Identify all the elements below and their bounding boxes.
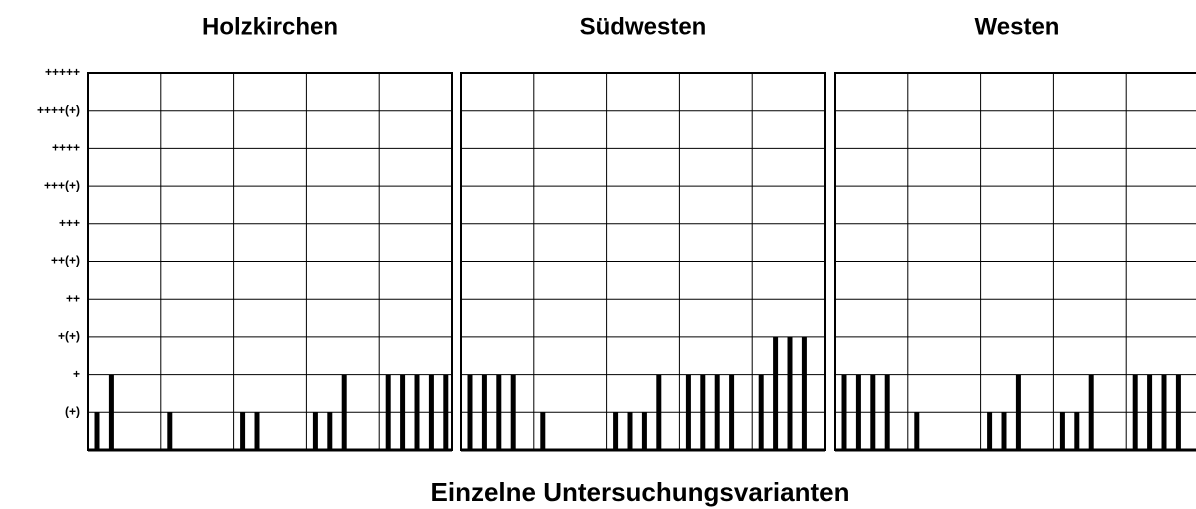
bar	[841, 374, 847, 450]
bar	[1147, 374, 1153, 450]
bar	[327, 412, 333, 450]
bar	[700, 374, 706, 450]
y-tick-label: ++++	[52, 141, 80, 155]
bar	[467, 374, 473, 450]
y-tick-label: (+)	[65, 404, 80, 418]
bar	[855, 374, 861, 450]
bar	[714, 374, 720, 450]
bar	[400, 374, 406, 450]
bar	[1132, 374, 1138, 450]
bar	[1088, 374, 1094, 450]
y-tick-label: +	[73, 367, 80, 381]
bar	[414, 374, 420, 450]
bar	[613, 412, 619, 450]
bar	[729, 374, 735, 450]
y-tick-label: +++	[59, 216, 80, 230]
bar	[385, 374, 391, 450]
bar	[94, 412, 100, 450]
y-tick-label: ++(+)	[51, 254, 80, 268]
bar	[167, 412, 173, 450]
y-tick-label: ++	[66, 291, 80, 305]
y-tick-label: +(+)	[58, 329, 80, 343]
bar	[801, 336, 807, 450]
bar	[627, 412, 633, 450]
bar	[1059, 412, 1065, 450]
bar	[870, 374, 876, 450]
panel-title: Westen	[975, 13, 1060, 40]
bar	[1074, 412, 1080, 450]
bar	[496, 374, 502, 450]
y-tick-label: ++++(+)	[37, 103, 80, 117]
bar	[108, 374, 114, 450]
bar	[510, 374, 516, 450]
bar	[254, 412, 260, 450]
bar	[641, 412, 647, 450]
bar	[1001, 412, 1007, 450]
panel-title: Südwesten	[580, 13, 707, 40]
bar	[240, 412, 246, 450]
bar	[773, 336, 779, 450]
panel-title: Holzkirchen	[202, 13, 338, 40]
bar	[914, 412, 920, 450]
bar	[1015, 374, 1021, 450]
bar	[428, 374, 434, 450]
bar	[884, 374, 890, 450]
bar	[540, 412, 546, 450]
bar	[341, 374, 347, 450]
bar	[443, 374, 449, 450]
x-axis-label: Einzelne Untersuchungsvarianten	[431, 477, 850, 507]
y-tick-label: +++(+)	[44, 178, 80, 192]
bar	[787, 336, 793, 450]
y-tick-label: +++++	[45, 65, 80, 79]
bar	[312, 412, 318, 450]
bar	[685, 374, 691, 450]
bar	[481, 374, 487, 450]
bar	[656, 374, 662, 450]
bar	[1161, 374, 1167, 450]
bar	[1175, 374, 1181, 450]
bar	[758, 374, 764, 450]
bar	[987, 412, 993, 450]
